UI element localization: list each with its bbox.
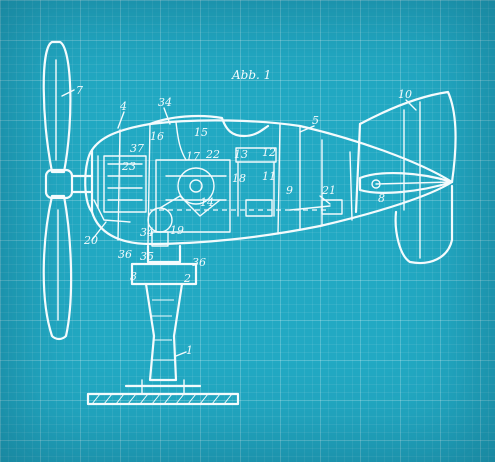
- ref-4: 4: [119, 100, 127, 113]
- ref-36-left: 36: [118, 248, 132, 261]
- ref-34-lower: 34: [140, 226, 154, 239]
- ref-1: 1: [186, 344, 193, 357]
- ref-34: 34: [158, 96, 172, 109]
- ref-15: 15: [194, 126, 208, 139]
- reference-numerals: 7 4 34 15 37 16 17 22 13 12 18 11 5 10 2…: [76, 84, 412, 357]
- ref-16: 16: [150, 130, 164, 143]
- ref-36-right: 36: [192, 256, 206, 269]
- ref-19: 19: [170, 224, 184, 237]
- ref-12: 12: [262, 146, 276, 159]
- ref-18: 18: [232, 172, 246, 185]
- ref-8: 8: [378, 192, 385, 205]
- ref-14: 14: [200, 196, 214, 209]
- propeller: [42, 40, 94, 341]
- figure-caption: Abb. 1: [231, 68, 271, 82]
- ref-23: 23: [121, 160, 136, 173]
- ref-7: 7: [76, 84, 83, 97]
- ref-10: 10: [398, 88, 412, 101]
- tail: [354, 90, 457, 265]
- ref-35: 35: [140, 250, 154, 263]
- ref-2: 2: [183, 272, 191, 285]
- ref-13: 13: [234, 148, 248, 161]
- ref-37: 37: [130, 142, 144, 155]
- ref-9: 9: [286, 184, 293, 197]
- ref-11: 11: [262, 170, 276, 183]
- ref-22: 22: [205, 148, 220, 161]
- ref-3: 3: [130, 270, 137, 283]
- ref-5: 5: [312, 114, 319, 127]
- ref-17: 17: [186, 150, 200, 163]
- leader-lines: [61, 89, 417, 357]
- ref-21: 21: [321, 184, 336, 197]
- pivot-stand: [86, 244, 240, 406]
